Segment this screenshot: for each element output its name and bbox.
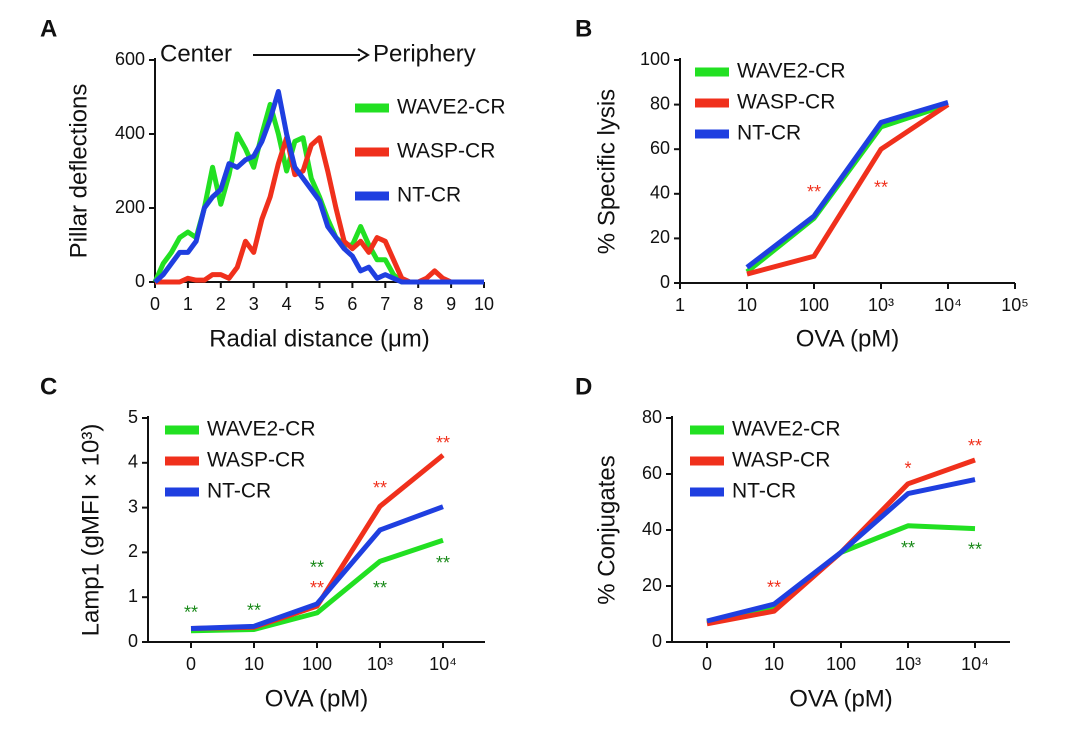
y-tick-label: 0 [652,631,662,651]
significance-mark: ** [184,602,198,622]
panel-label: A [40,15,57,42]
significance-mark: ** [436,553,450,573]
x-tick-label: 100 [302,654,332,674]
panel-label: D [575,373,592,400]
significance-mark: ** [874,178,888,198]
series-line [190,504,444,632]
legend-label: WASP-CR [397,140,495,163]
x-tick-label: 10⁴ [961,654,989,674]
y-tick-label: 1 [128,586,138,606]
y-tick-label: 5 [128,407,138,427]
x-tick-label: 7 [380,294,390,314]
y-tick-label: 3 [128,496,138,516]
legend-label: WAVE2-CR [397,96,506,119]
y-tick-label: 0 [660,272,670,292]
direction-right: Periphery [373,40,476,67]
x-tick-label: 10 [737,295,757,315]
y-tick-label: 20 [650,227,670,247]
x-axis-title: Radial distance (μm) [209,325,430,352]
y-tick-label: 40 [642,519,662,539]
y-tick-label: 40 [650,183,670,203]
x-tick-label: 10 [244,654,264,674]
y-axis-title: Pillar deflections [65,84,92,259]
legend-label: WASP-CR [737,91,835,114]
y-axis-title: % Conjugates [593,455,620,604]
x-tick-label: 1 [183,294,193,314]
significance-mark: ** [310,578,324,598]
significance-mark: ** [436,433,450,453]
legend-label: WASP-CR [207,449,305,472]
significance-mark: ** [968,436,982,456]
x-tick-label: 10³ [868,295,894,315]
x-tick-label: 0 [186,654,196,674]
y-tick-label: 2 [128,541,138,561]
x-tick-label: 10³ [367,654,393,674]
arrow-head [357,48,370,62]
x-tick-label: 2 [216,294,226,314]
legend-label: WAVE2-CR [737,60,846,83]
y-tick-label: 200 [115,197,145,217]
series-line [155,135,484,285]
y-tick-label: 80 [642,407,662,427]
y-tick-label: 0 [135,271,145,291]
significance-mark: * [904,458,911,478]
x-axis-title: OVA (pM) [789,685,893,712]
x-tick-label: 3 [249,294,259,314]
x-tick-label: 0 [150,294,160,314]
significance-mark: ** [373,578,387,598]
significance-mark: ** [373,478,387,498]
y-tick-label: 60 [642,463,662,483]
significance-mark: ** [247,601,261,621]
y-tick-label: 0 [128,631,138,651]
legend-label: NT-CR [207,480,271,503]
series-line [746,102,950,277]
significance-mark: ** [807,182,821,202]
series-line [706,523,976,625]
y-tick-label: 100 [640,49,670,69]
panel-label: C [40,373,57,400]
y-axis-title: Lamp1 (gMFI × 10³) [77,424,104,637]
legend-label: NT-CR [737,122,801,145]
x-tick-label: 4 [282,294,292,314]
y-tick-label: 60 [650,138,670,158]
x-tick-label: 100 [826,654,856,674]
series-line [706,477,976,624]
y-tick-label: 4 [128,452,138,472]
x-tick-label: 10 [474,294,494,314]
x-tick-label: 8 [413,294,423,314]
direction-left: Center [160,40,232,67]
significance-mark: ** [310,558,324,578]
significance-mark: ** [968,540,982,560]
series-line [745,99,949,270]
x-tick-label: 5 [314,294,324,314]
x-tick-label: 100 [799,295,829,315]
x-tick-label: 10³ [895,654,921,674]
x-tick-label: 0 [702,654,712,674]
y-tick-label: 20 [642,575,662,595]
legend-label: NT-CR [732,480,796,503]
x-axis-title: OVA (pM) [796,325,900,352]
significance-mark: ** [901,538,915,558]
x-tick-label: 10⁴ [934,295,962,315]
x-tick-label: 10 [764,654,784,674]
x-tick-label: 9 [446,294,456,314]
x-tick-label: 6 [347,294,357,314]
x-tick-label: 1 [675,295,685,315]
series-line [153,88,484,285]
legend-label: WAVE2-CR [732,418,841,441]
x-tick-label: 10⁵ [1001,295,1028,315]
y-axis-title: % Specific lysis [593,89,620,254]
x-tick-label: 10⁴ [429,654,457,674]
legend-label: WAVE2-CR [207,418,316,441]
legend-label: NT-CR [397,184,461,207]
legend-label: WASP-CR [732,449,830,472]
panel-label: B [575,15,592,42]
y-tick-label: 600 [115,49,145,69]
y-tick-label: 400 [115,123,145,143]
y-tick-label: 80 [650,93,670,113]
significance-mark: ** [767,578,781,598]
x-axis-title: OVA (pM) [265,685,369,712]
